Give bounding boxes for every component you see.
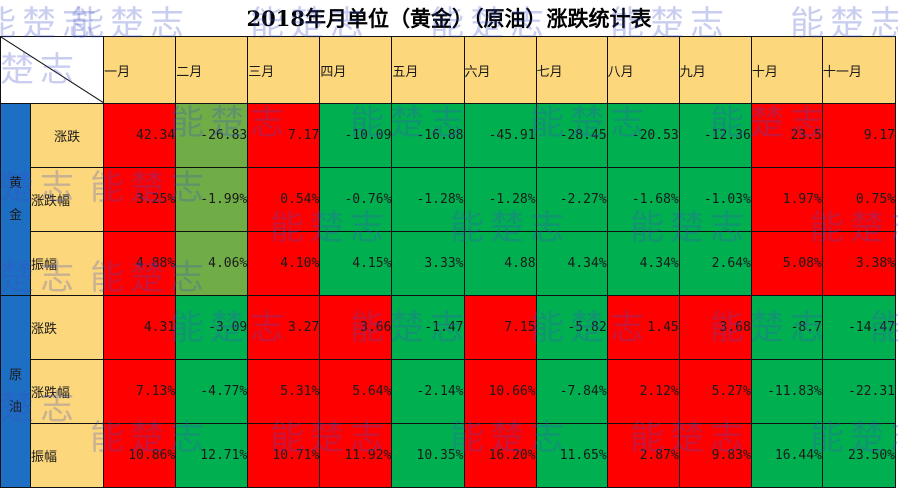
value-cell[interactable]: 1.97% <box>750 167 823 232</box>
value-cell[interactable]: 16.20% <box>463 423 537 488</box>
value-cell[interactable]: -1.28% <box>391 167 465 232</box>
stats-table: 一月 二月 三月 四月 五月 六月 七月 八月 九月 十月 十一月 黄金 涨跌 42.34 -26.83 7.… <box>0 36 897 488</box>
group-label[interactable]: 黄金 <box>0 103 32 296</box>
value-cell[interactable]: 4.34% <box>535 231 608 296</box>
value-cell[interactable]: 2.12% <box>606 359 680 424</box>
row-label[interactable]: 涨跌幅 <box>30 167 105 232</box>
value-cell[interactable]: 0.75% <box>821 167 897 232</box>
value-cell[interactable]: -22.31 <box>821 359 897 424</box>
row-label[interactable]: 涨跌 <box>30 103 105 168</box>
table-title: 2018年月单位（黄金）（原油）涨跌统计表 <box>0 0 898 36</box>
value-cell[interactable]: 3.27 <box>247 295 321 360</box>
value-cell[interactable]: -0.76% <box>319 167 393 232</box>
value-cell[interactable]: 5.27% <box>678 359 752 424</box>
value-cell[interactable]: 4.88 <box>463 231 537 296</box>
value-cell[interactable]: 3.38% <box>821 231 897 296</box>
month-header[interactable]: 四月 <box>319 36 393 104</box>
month-header[interactable]: 一月 <box>103 36 177 104</box>
value-cell[interactable]: 9.83% <box>678 423 752 488</box>
value-cell[interactable]: 4.34% <box>606 231 680 296</box>
month-header[interactable]: 三月 <box>247 36 321 104</box>
value-cell[interactable]: -1.99% <box>175 167 249 232</box>
value-cell[interactable]: -26.83 <box>175 103 249 168</box>
month-header[interactable]: 七月 <box>535 36 608 104</box>
value-cell[interactable]: 3.25% <box>103 167 177 232</box>
value-cell[interactable]: -1.28% <box>463 167 537 232</box>
value-cell[interactable]: 23.50% <box>821 423 897 488</box>
value-cell[interactable]: 10.66% <box>463 359 537 424</box>
value-cell[interactable]: 11.65% <box>535 423 608 488</box>
value-cell[interactable]: -3.09 <box>175 295 249 360</box>
table-row: 涨跌幅 3.25% -1.99% 0.54% -0.76% -1.28% -1.28% -2.… <box>1 167 897 232</box>
month-header[interactable]: 十月 <box>750 36 823 104</box>
value-cell[interactable]: 5.31% <box>247 359 321 424</box>
value-cell[interactable]: 12.71% <box>175 423 249 488</box>
table-row: 原油 涨跌 4.31 -3.09 3.27 3.66 -1.47 7.15 -5.82 1.45 3… <box>0 295 897 488</box>
row-label[interactable]: 涨跌 <box>30 295 105 360</box>
month-header[interactable]: 十一月 <box>821 36 897 104</box>
row-label[interactable]: 振幅 <box>30 423 105 488</box>
table-row: 振幅 4.88% 4.06% 4.10% 4.15% 3.33% 4.88 4.34% 4.34… <box>1 231 897 296</box>
value-cell[interactable]: -7.84% <box>535 359 608 424</box>
month-header[interactable]: 八月 <box>606 36 680 104</box>
value-cell[interactable]: -11.83% <box>750 359 823 424</box>
value-cell[interactable]: -1.68% <box>606 167 680 232</box>
table-row: 振幅 10.86% 12.71% 10.71% 11.92% 10.35% 16.20% 11… <box>1 423 897 488</box>
value-cell[interactable]: -12.36 <box>678 103 752 168</box>
value-cell[interactable]: 4.31 <box>103 295 177 360</box>
value-cell[interactable]: 2.87% <box>606 423 680 488</box>
value-cell[interactable]: 1.45 <box>606 295 680 360</box>
value-cell[interactable]: -16.88 <box>391 103 465 168</box>
value-cell[interactable]: 5.64% <box>319 359 393 424</box>
group-label-text: 原油 <box>9 367 23 415</box>
value-cell[interactable]: 11.92% <box>319 423 393 488</box>
value-cell[interactable]: 5.08% <box>750 231 823 296</box>
table-row: 黄金 涨跌 42.34 -26.83 7.17 -10.09 -16.88 -45.91 -28… <box>0 103 897 296</box>
value-cell[interactable]: -5.82 <box>535 295 608 360</box>
value-cell[interactable]: -45.91 <box>463 103 537 168</box>
value-cell[interactable]: 2.64% <box>678 231 752 296</box>
value-cell[interactable]: -28.45 <box>535 103 608 168</box>
value-cell[interactable]: 3.68 <box>678 295 752 360</box>
value-cell[interactable]: 10.86% <box>103 423 177 488</box>
value-cell[interactable]: 7.17 <box>247 103 321 168</box>
value-cell[interactable]: -14.47 <box>821 295 897 360</box>
value-cell[interactable]: 4.88% <box>103 231 177 296</box>
value-cell[interactable]: 3.33% <box>391 231 465 296</box>
value-cell[interactable]: -4.77% <box>175 359 249 424</box>
row-label[interactable]: 涨跌幅 <box>30 359 105 424</box>
table-row: 涨跌幅 7.13% -4.77% 5.31% 5.64% -2.14% 10.66% -7.8… <box>1 359 897 424</box>
value-cell[interactable]: 7.13% <box>103 359 177 424</box>
value-cell[interactable]: 4.15% <box>319 231 393 296</box>
group-label[interactable]: 原油 <box>0 295 32 488</box>
value-cell[interactable]: -2.14% <box>391 359 465 424</box>
value-cell[interactable]: 4.10% <box>247 231 321 296</box>
value-cell[interactable]: 0.54% <box>247 167 321 232</box>
group-label-text: 黄金 <box>9 175 23 223</box>
month-header[interactable]: 九月 <box>678 36 752 104</box>
value-cell[interactable]: -2.27% <box>535 167 608 232</box>
month-header[interactable]: 二月 <box>175 36 249 104</box>
value-cell[interactable]: -10.09 <box>319 103 393 168</box>
value-cell[interactable]: -8.7 <box>750 295 823 360</box>
value-cell[interactable]: 3.66 <box>319 295 393 360</box>
diagonal-line <box>1 37 103 103</box>
month-header[interactable]: 五月 <box>391 36 465 104</box>
value-cell[interactable]: 7.15 <box>463 295 537 360</box>
value-cell[interactable]: 10.71% <box>247 423 321 488</box>
value-cell[interactable]: 9.17 <box>821 103 897 168</box>
value-cell[interactable]: 4.06% <box>175 231 249 296</box>
value-cell[interactable]: 10.35% <box>391 423 465 488</box>
value-cell[interactable]: 16.44% <box>750 423 823 488</box>
row-label[interactable]: 振幅 <box>30 231 105 296</box>
value-cell[interactable]: 42.34 <box>103 103 177 168</box>
value-cell[interactable]: -1.47 <box>391 295 465 360</box>
value-cell[interactable]: 23.5 <box>750 103 823 168</box>
value-cell[interactable]: -1.03% <box>678 167 752 232</box>
corner-cell <box>0 36 105 104</box>
value-cell[interactable]: -20.53 <box>606 103 680 168</box>
month-header[interactable]: 六月 <box>463 36 537 104</box>
